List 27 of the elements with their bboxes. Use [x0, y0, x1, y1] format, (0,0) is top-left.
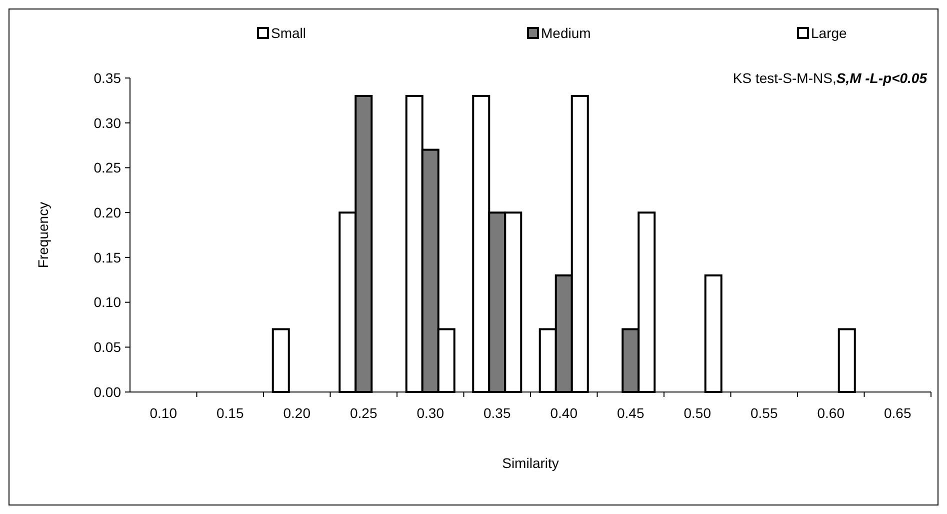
y-axis-title: Frequency: [35, 202, 51, 268]
x-tick-label: 0.45: [617, 405, 644, 421]
x-tick-label: 0.25: [350, 405, 378, 421]
y-tick-label: 0.15: [94, 249, 122, 266]
x-axis-title: Similarity: [502, 455, 559, 471]
y-tick-label: 0.05: [94, 339, 122, 356]
x-tick-label: 0.35: [484, 405, 511, 421]
x-tick-label: 0.40: [550, 405, 578, 421]
x-tick-label: 0.55: [750, 405, 778, 421]
x-tick-label: 0.10: [150, 405, 178, 421]
y-tick-label: 0.25: [94, 160, 122, 176]
x-tick-label: 0.20: [283, 405, 311, 421]
x-tick-label: 0.15: [216, 405, 244, 421]
legend-label: Small: [271, 25, 306, 41]
y-tick-label: 0.30: [94, 114, 122, 131]
x-tick-label: 0.65: [884, 405, 912, 421]
y-tick-label: 0.00: [94, 384, 122, 400]
annotation: KS test-S-M-NS,: [732, 70, 836, 86]
y-tick-label: 0.20: [94, 204, 122, 220]
legend-label: Medium: [541, 25, 591, 41]
x-tick-label: 0.30: [416, 405, 444, 421]
annotation: S,M -L-p<0.05: [836, 70, 928, 86]
x-tick-label: 0.50: [684, 405, 712, 421]
legend-label: Large: [811, 25, 848, 41]
x-tick-label: 0.60: [817, 405, 845, 421]
y-tick-label: 0.10: [94, 294, 122, 310]
y-tick-label: 0.35: [94, 70, 122, 86]
